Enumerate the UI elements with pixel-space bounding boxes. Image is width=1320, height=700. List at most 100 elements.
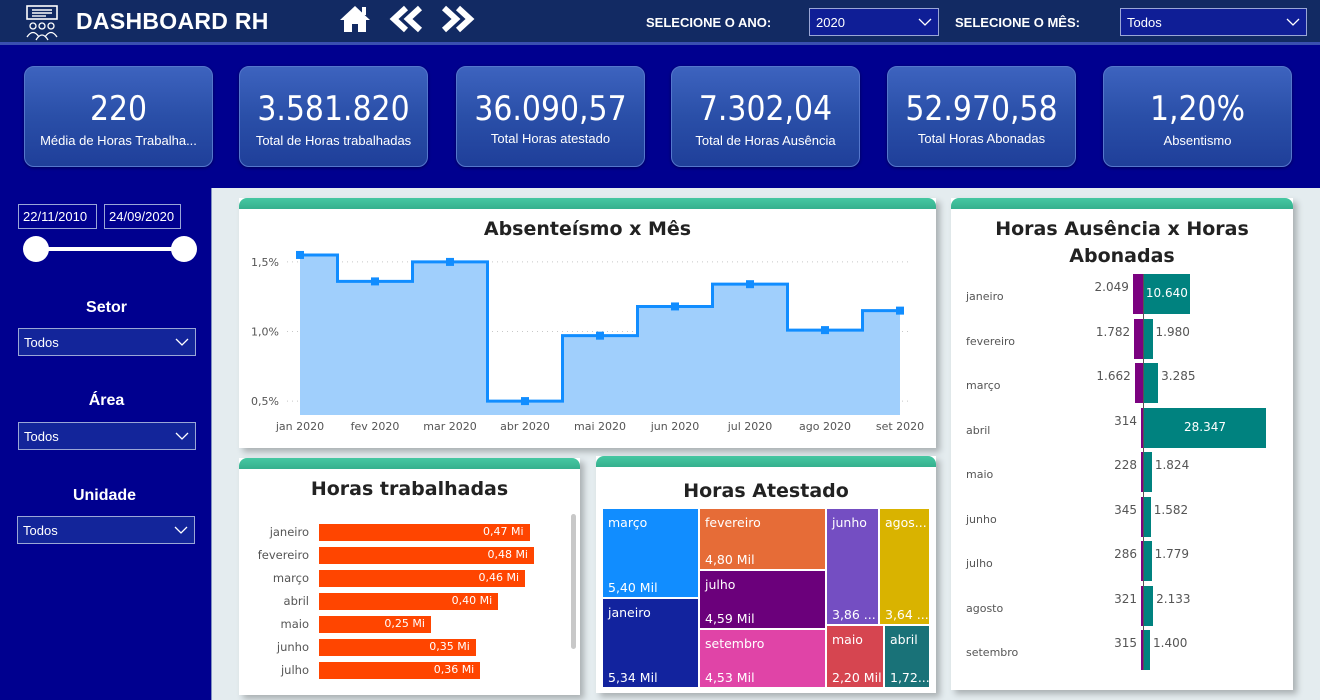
bar[interactable]: 0,36 Mi <box>319 662 481 679</box>
year-select-value: 2020 <box>816 15 845 30</box>
bar-horas-ausencia[interactable] <box>1141 407 1143 448</box>
treemap-cell[interactable]: junho 3,86 ... <box>826 508 879 625</box>
treemap-cell-name: setembro <box>705 636 765 651</box>
data-point[interactable] <box>596 331 604 340</box>
chart-scrollbar[interactable] <box>571 514 576 649</box>
treemap-cell[interactable]: julho 4,59 Mil <box>699 570 826 629</box>
treemap-cell[interactable]: fevereiro 4,80 Mil <box>699 508 826 570</box>
treemap-cell-name: julho <box>705 577 736 592</box>
kpi-value: 36.090,57 <box>474 89 627 129</box>
bar-horas-abonadas[interactable] <box>1144 630 1151 670</box>
bar[interactable]: 0,25 Mi <box>319 616 431 633</box>
data-point[interactable] <box>896 306 904 315</box>
x-tick-label: set 2020 <box>876 420 924 433</box>
chart-title: Absenteísmo x Mês <box>483 218 692 240</box>
card-horas-atestado: Horas Atestado março 5,40 Mil janeiro 5,34 … <box>596 456 936 693</box>
treemap-cell[interactable]: janeiro 5,34 Mil <box>602 598 699 688</box>
treemap-cell-name: abril <box>890 632 918 647</box>
month-select-label: SELECIONE O MÊS: <box>955 15 1080 30</box>
hr-presentation-people-icon <box>26 5 58 41</box>
data-point[interactable] <box>671 302 679 311</box>
bar-horas-ausencia[interactable] <box>1141 541 1143 581</box>
month-select[interactable]: Todos <box>1120 8 1307 36</box>
x-tick-label: mai 2020 <box>574 420 626 433</box>
data-point[interactable] <box>746 280 754 289</box>
data-point[interactable] <box>446 257 454 266</box>
card-absenteismo-mes: Absenteísmo x Mês 0,5% 1,0% 1,5% jan 2020 fe… <box>239 198 936 448</box>
x-tick-label: ago 2020 <box>799 420 851 433</box>
bar-horas-ausencia[interactable] <box>1134 318 1143 359</box>
bar-value-label: 1.400 <box>1153 636 1188 650</box>
kpi-card-total-horas-abonadas: 52.970,58 Total Horas Abonadas <box>887 66 1076 167</box>
data-point[interactable] <box>521 397 529 406</box>
date-range-slider-track[interactable] <box>36 247 184 251</box>
bar[interactable]: 0,48 Mi <box>319 547 534 564</box>
treemap-cell-value: 4,80 Mil <box>705 552 755 567</box>
bar-horas-ausencia[interactable] <box>1141 496 1143 537</box>
card-accent-bar <box>596 456 936 467</box>
bar-horas-abonadas[interactable] <box>1144 318 1153 359</box>
x-tick-label: jun 2020 <box>650 420 700 433</box>
bar-horas-abonadas[interactable] <box>1144 274 1190 314</box>
filter-select-setor[interactable]: Todos <box>18 328 196 356</box>
bar-value-label: 0,48 Mi <box>487 548 528 561</box>
bar-horas-ausencia[interactable] <box>1141 585 1143 626</box>
bar-horas-abonadas[interactable] <box>1144 407 1266 448</box>
date-end-input[interactable]: 24/09/2020 <box>104 204 181 229</box>
bar-category-label: agosto <box>966 601 1004 615</box>
filter-title-area: Área <box>88 392 125 409</box>
bar-value-label: 1.662 <box>1096 369 1131 383</box>
date-range-slider-start-handle[interactable] <box>23 236 49 262</box>
bar-category-label: março <box>966 379 1001 392</box>
year-select[interactable]: 2020 <box>809 8 939 36</box>
bar-value-label: 0,35 Mi <box>429 640 470 653</box>
treemap-cell-name: maio <box>832 632 863 647</box>
x-tick-label: mar 2020 <box>423 420 476 433</box>
double-chevron-right-icon[interactable] <box>438 4 476 34</box>
kpi-value: 52.970,58 <box>905 89 1058 129</box>
bar-value-label: 345 <box>1114 502 1137 517</box>
data-point[interactable] <box>371 277 379 286</box>
home-icon[interactable] <box>338 4 372 34</box>
bar-horas-ausencia[interactable] <box>1141 630 1143 670</box>
bar-horas-ausencia[interactable] <box>1141 452 1143 492</box>
month-select-value: Todos <box>1127 15 1162 30</box>
bar-value-label: 2.133 <box>1156 591 1191 606</box>
bar-category-label: fevereiro <box>257 548 309 562</box>
bar[interactable]: 0,46 Mi <box>319 570 526 587</box>
bar-horas-abonadas[interactable] <box>1144 363 1159 403</box>
bar-horas-ausencia[interactable] <box>1134 363 1143 403</box>
filter-select-unidade[interactable]: Todos <box>17 516 195 544</box>
date-start-input[interactable]: 22/11/2010 <box>18 204 97 229</box>
data-point[interactable] <box>296 250 304 259</box>
bar-value-label: 0,36 Mi <box>433 663 475 676</box>
bar-horas-abonadas[interactable] <box>1144 541 1152 581</box>
filter-select-area[interactable]: Todos <box>18 422 196 450</box>
kpi-label: Total Horas atestado <box>490 131 611 146</box>
kpi-label: Total Horas Abonadas <box>917 131 1046 146</box>
bar-category-label: janeiro <box>966 290 1004 303</box>
treemap-cell[interactable]: abril 1,72... <box>884 625 930 688</box>
kpi-card-media-horas: 220 Média de Horas Trabalha... <box>24 66 213 167</box>
bar[interactable]: 0,40 Mi <box>319 593 499 610</box>
bar-category-label: setembro <box>966 646 1019 659</box>
treemap-cell[interactable]: setembro 4,53 Mil <box>699 629 826 688</box>
bar-horas-ausencia[interactable] <box>1132 274 1143 314</box>
double-chevron-left-icon[interactable] <box>388 4 426 34</box>
y-tick-label: 1,0% <box>251 326 279 339</box>
treemap-cell[interactable]: maio 2,20 Mil <box>826 625 884 688</box>
bar[interactable]: 0,35 Mi <box>319 639 476 656</box>
treemap-cell[interactable]: março 5,40 Mil <box>602 508 699 598</box>
card-horas-trabalhadas: Horas trabalhadas janeiro 0,47 Mi fevereir… <box>239 458 580 695</box>
bar-horas-abonadas[interactable] <box>1144 496 1151 537</box>
bar-horas-abonadas[interactable] <box>1144 452 1152 492</box>
data-point[interactable] <box>821 326 829 335</box>
treemap-cell[interactable]: agos... 3,64 ... <box>879 508 930 625</box>
x-tick-label: abr 2020 <box>500 420 550 433</box>
bar-value-label: 0,47 Mi <box>482 525 524 538</box>
bar-horas-abonadas[interactable] <box>1144 585 1154 626</box>
bar[interactable]: 0,47 Mi <box>319 524 530 541</box>
chevron-down-icon <box>175 338 189 346</box>
date-range-slider-end-handle[interactable] <box>171 236 197 262</box>
filter-title-setor: Setor <box>86 299 127 316</box>
